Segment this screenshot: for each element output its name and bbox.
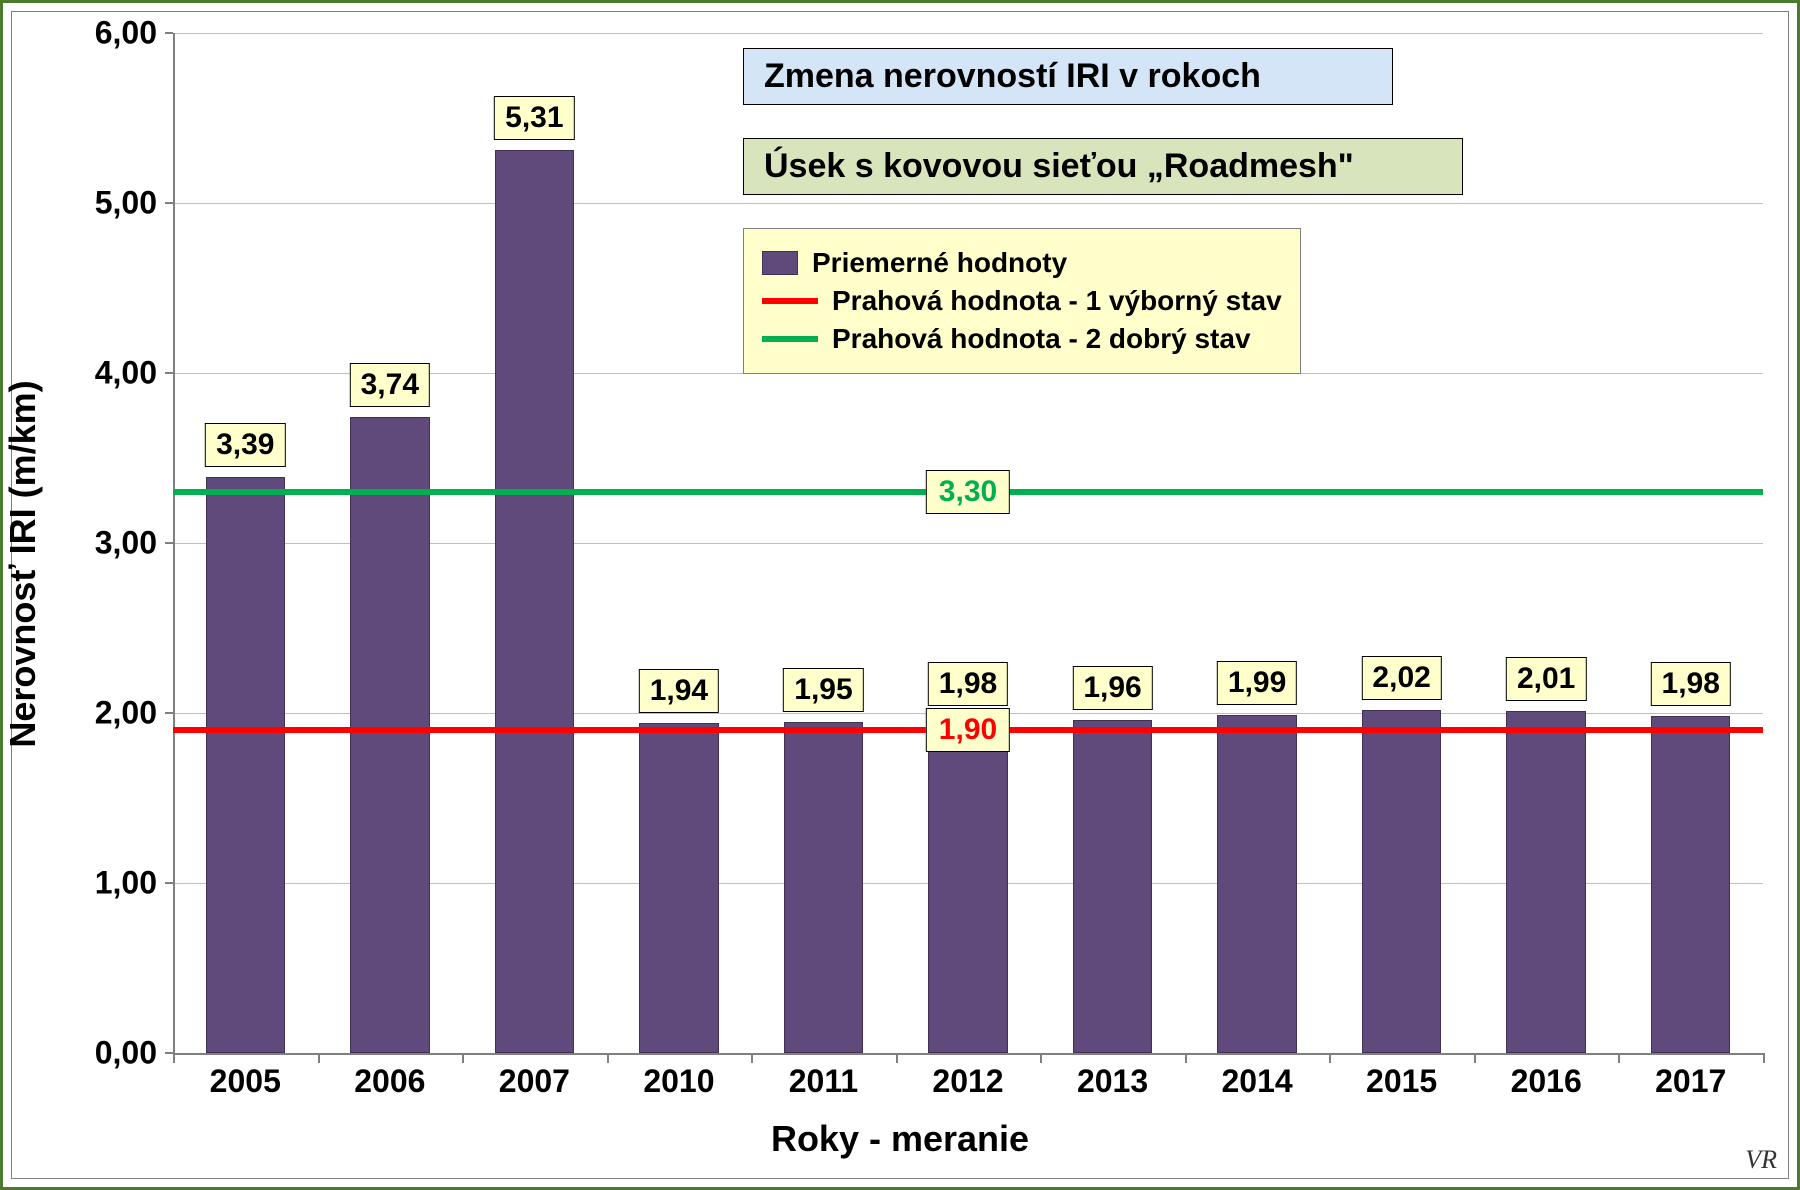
legend-label: Priemerné hodnoty — [812, 247, 1067, 279]
bar — [928, 716, 1008, 1053]
y-axis-line — [173, 33, 175, 1053]
bar — [1506, 711, 1586, 1053]
bar-value-label: 3,39 — [205, 423, 285, 467]
y-tick-mark — [165, 1052, 173, 1054]
bar — [1073, 720, 1153, 1053]
y-tick-mark — [165, 712, 173, 714]
x-tick-mark — [896, 1053, 898, 1063]
x-tick-label: 2007 — [499, 1063, 570, 1100]
x-tick-mark — [1185, 1053, 1187, 1063]
y-tick-label: 6,00 — [57, 15, 157, 52]
bar-value-label: 1,99 — [1217, 661, 1297, 705]
legend-label: Prahová hodnota - 2 dobrý stav — [832, 323, 1251, 355]
x-axis-title: Roky - meranie — [771, 1118, 1029, 1160]
y-tick-label: 3,00 — [57, 525, 157, 562]
title-box: Úsek s kovovou sieťou „Roadmesh" — [743, 138, 1463, 195]
y-tick-mark — [165, 32, 173, 34]
x-tick-label: 2014 — [1221, 1063, 1292, 1100]
y-tick-label: 2,00 — [57, 695, 157, 732]
y-tick-mark — [165, 882, 173, 884]
x-tick-label: 2005 — [210, 1063, 281, 1100]
bar-value-label: 3,74 — [350, 363, 430, 407]
bar — [639, 723, 719, 1053]
x-tick-label: 2011 — [789, 1063, 858, 1100]
bar-value-label: 5,31 — [494, 96, 574, 140]
y-tick-label: 5,00 — [57, 185, 157, 222]
bar — [206, 477, 286, 1053]
bar-value-label: 2,01 — [1506, 657, 1586, 701]
x-tick-mark — [318, 1053, 320, 1063]
y-tick-mark — [165, 372, 173, 374]
bar-value-label: 1,96 — [1072, 666, 1152, 710]
x-tick-label: 2012 — [932, 1063, 1003, 1100]
signature: VR — [1745, 1145, 1777, 1175]
legend-item: Priemerné hodnoty — [762, 247, 1282, 279]
x-tick-mark — [173, 1053, 175, 1063]
x-tick-mark — [1618, 1053, 1620, 1063]
bar-value-label: 1,98 — [928, 662, 1008, 706]
bar-value-label: 2,02 — [1361, 656, 1441, 700]
x-axis-line — [173, 1053, 1763, 1055]
bar-value-label: 1,94 — [639, 669, 719, 713]
legend-item: Prahová hodnota - 1 výborný stav — [762, 285, 1282, 317]
legend-swatch-line — [762, 336, 818, 342]
bar-value-label: 1,95 — [783, 668, 863, 712]
y-axis-title: Nerovnosť IRI (m/km) — [2, 380, 44, 747]
bar — [495, 150, 575, 1053]
x-tick-label: 2017 — [1655, 1063, 1726, 1100]
x-tick-label: 2010 — [643, 1063, 714, 1100]
bar — [1651, 716, 1731, 1053]
x-tick-label: 2006 — [354, 1063, 425, 1100]
bar — [784, 722, 864, 1054]
x-tick-mark — [1763, 1053, 1765, 1063]
legend-swatch-line — [762, 298, 818, 304]
x-tick-mark — [462, 1053, 464, 1063]
x-tick-label: 2015 — [1366, 1063, 1437, 1100]
y-tick-label: 4,00 — [57, 355, 157, 392]
gridline — [173, 203, 1763, 204]
title-box: Zmena nerovností IRI v rokoch — [743, 48, 1393, 105]
legend: Priemerné hodnoty Prahová hodnota - 1 výb… — [743, 228, 1301, 374]
legend-swatch-bar — [762, 251, 798, 275]
x-tick-label: 2016 — [1511, 1063, 1582, 1100]
bar — [1362, 710, 1442, 1053]
x-tick-mark — [1329, 1053, 1331, 1063]
legend-label: Prahová hodnota - 1 výborný stav — [832, 285, 1282, 317]
x-tick-mark — [1040, 1053, 1042, 1063]
threshold-label: 1,90 — [926, 708, 1010, 752]
bar-value-label: 1,98 — [1651, 662, 1731, 706]
y-tick-mark — [165, 542, 173, 544]
legend-item: Prahová hodnota - 2 dobrý stav — [762, 323, 1282, 355]
bar — [1217, 715, 1297, 1053]
x-tick-mark — [1474, 1053, 1476, 1063]
bar — [350, 417, 430, 1053]
y-tick-label: 0,00 — [57, 1035, 157, 1072]
x-tick-mark — [607, 1053, 609, 1063]
chart-container: Nerovnosť IRI (m/km) Roky - meranie Prie… — [0, 0, 1800, 1190]
x-tick-mark — [751, 1053, 753, 1063]
y-tick-mark — [165, 202, 173, 204]
threshold-label: 3,30 — [926, 470, 1010, 514]
gridline — [173, 33, 1763, 34]
y-tick-label: 1,00 — [57, 865, 157, 902]
x-tick-label: 2013 — [1077, 1063, 1148, 1100]
